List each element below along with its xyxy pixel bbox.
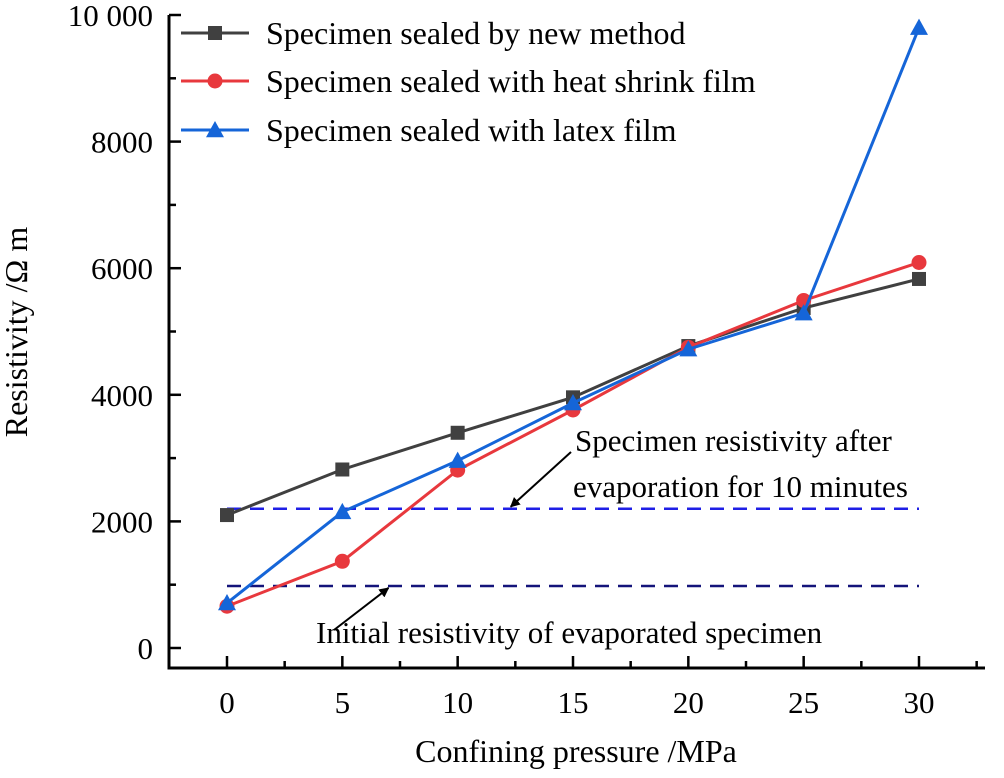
square-marker: [912, 271, 926, 286]
triangle-marker: [218, 594, 236, 611]
x-tick-label: 15: [558, 685, 589, 720]
series-layer: [218, 18, 928, 614]
circle-marker: [911, 255, 927, 271]
legend-item: Specimen sealed with latex film: [181, 112, 677, 148]
annotation-text: evaporation for 10 minutes: [573, 469, 908, 504]
series-triangle: [218, 18, 928, 611]
y-tick-label: 4000: [91, 378, 153, 413]
legend-label: Specimen sealed with latex film: [266, 112, 677, 148]
circle-marker: [207, 73, 223, 89]
square-marker: [450, 425, 465, 440]
triangle-marker: [679, 340, 698, 357]
x-tick-label: 25: [788, 685, 819, 720]
x-tick-label: 20: [673, 685, 704, 720]
legend-label: Specimen sealed by new method: [266, 15, 685, 51]
y-tick-label: 0: [138, 631, 154, 666]
annotation-text: Specimen resistivity after: [575, 423, 892, 458]
annotations: Specimen resistivity after evaporation fo…: [316, 423, 908, 650]
axes: 0 5 10 15 20 25 30 0 2000 4000 6000 8000 10 000: [68, 0, 985, 720]
triangle-marker: [448, 451, 467, 468]
triangle-marker: [206, 121, 224, 138]
triangle-marker: [794, 304, 813, 321]
annotation-arrow: [509, 451, 572, 508]
x-tick-label: 10: [442, 685, 473, 720]
square-marker: [335, 462, 350, 477]
legend-item: Specimen sealed by new method: [181, 15, 685, 51]
triangle-marker: [333, 502, 352, 520]
y-tick-label: 8000: [91, 125, 153, 160]
y-tick-label: 10 000: [68, 0, 153, 33]
legend-label: Specimen sealed with heat shrink film: [266, 63, 756, 99]
triangle-marker: [564, 394, 582, 411]
y-tick-label: 2000: [91, 504, 153, 539]
x-tick-label: 0: [219, 685, 235, 720]
x-axis-title: Confining pressure /MPa: [415, 733, 737, 769]
square-marker: [220, 508, 234, 523]
y-axis-title: Resistivity /Ω m: [0, 227, 34, 438]
triangle-marker: [910, 18, 928, 35]
x-tick-label: 5: [335, 685, 351, 720]
y-tick-label: 6000: [91, 251, 153, 286]
x-tick-label: 30: [904, 685, 935, 720]
annotation-arrow: [333, 587, 390, 631]
legend-item: Specimen sealed with heat shrink film: [181, 63, 756, 99]
circle-marker: [334, 553, 350, 569]
legend: Specimen sealed by new method Specimen se…: [181, 15, 756, 148]
annotation-text: Initial resistivity of evaporated specim…: [316, 615, 823, 650]
square-marker: [208, 26, 222, 40]
